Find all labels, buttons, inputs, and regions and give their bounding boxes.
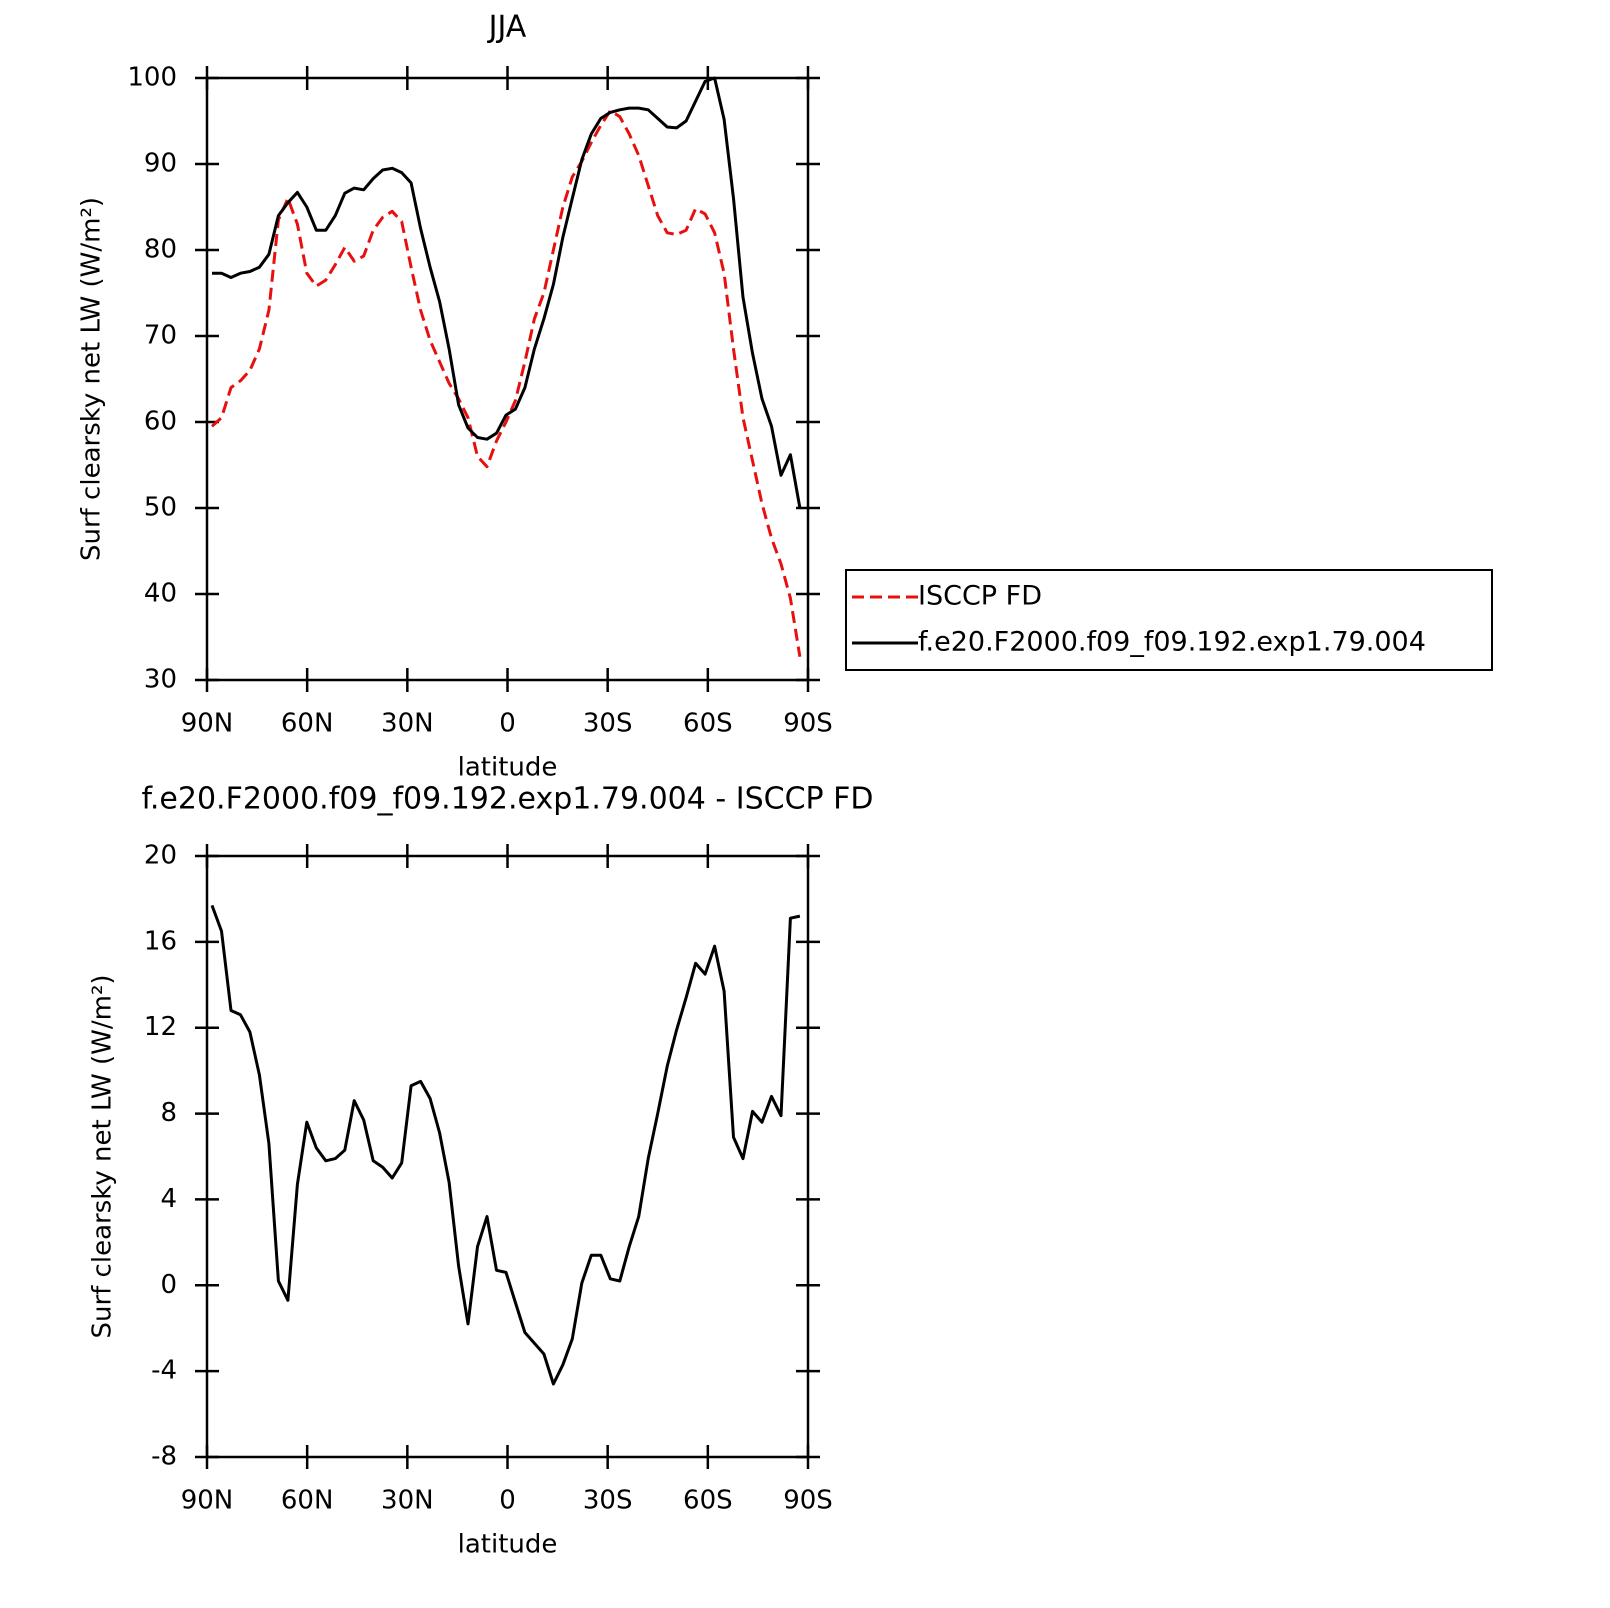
y-tick-label: 70: [144, 321, 177, 351]
y-tick-label: 50: [144, 493, 177, 523]
x-tick-label: 0: [499, 1486, 516, 1516]
x-tick-label: 60N: [281, 709, 334, 739]
y-tick-label: 90: [144, 149, 177, 179]
legend-label: ISCCP FD: [918, 581, 1042, 612]
plot-frame: [205, 76, 810, 682]
y-tick-label: 20: [144, 841, 177, 871]
x-tick-label: 90S: [783, 709, 833, 739]
legend-box: [845, 569, 1493, 671]
x-tick-label: 30S: [583, 709, 633, 739]
y-tick-label: -4: [151, 1356, 177, 1386]
y-axis-label: Surf clearsky net LW (W/m²): [77, 197, 107, 561]
legend-label: f.e20.F2000.f09_f09.192.exp1.79.004: [918, 627, 1426, 658]
y-tick-label: 100: [127, 63, 177, 93]
y-axis-label: Surf clearsky net LW (W/m²): [88, 974, 118, 1338]
x-tick-label: 30S: [583, 1486, 633, 1516]
x-tick-label: 60S: [683, 709, 733, 739]
data-line: [210, 904, 801, 1386]
y-tick-label: 4: [160, 1184, 177, 1214]
y-tick-label: 8: [160, 1098, 177, 1128]
y-tick-label: -8: [151, 1442, 177, 1472]
plot-frame: [205, 854, 810, 1459]
x-tick-label: 0: [499, 709, 516, 739]
y-tick-label: 40: [144, 579, 177, 609]
x-tick-label: 90N: [181, 709, 234, 739]
y-tick-label: 30: [144, 665, 177, 695]
y-tick-label: 80: [144, 235, 177, 265]
y-tick-label: 16: [144, 926, 177, 956]
y-tick-label: 12: [144, 1012, 177, 1042]
y-tick-label: 0: [160, 1270, 177, 1300]
x-tick-label: 60S: [683, 1486, 733, 1516]
y-tick-label: 60: [144, 407, 177, 437]
x-tick-label: 30N: [381, 1486, 434, 1516]
x-tick-label: 90N: [181, 1486, 234, 1516]
x-axis-label: latitude: [458, 753, 558, 783]
x-tick-label: 90S: [783, 1486, 833, 1516]
x-axis-label: latitude: [458, 1530, 558, 1560]
data-line: [210, 109, 802, 658]
data-line: [212, 76, 802, 509]
chart-title: f.e20.F2000.f09_f09.192.exp1.79.004 - IS…: [141, 782, 873, 817]
x-tick-label: 30N: [381, 709, 434, 739]
chart-title: JJA: [487, 10, 527, 45]
x-tick-label: 60N: [281, 1486, 334, 1516]
